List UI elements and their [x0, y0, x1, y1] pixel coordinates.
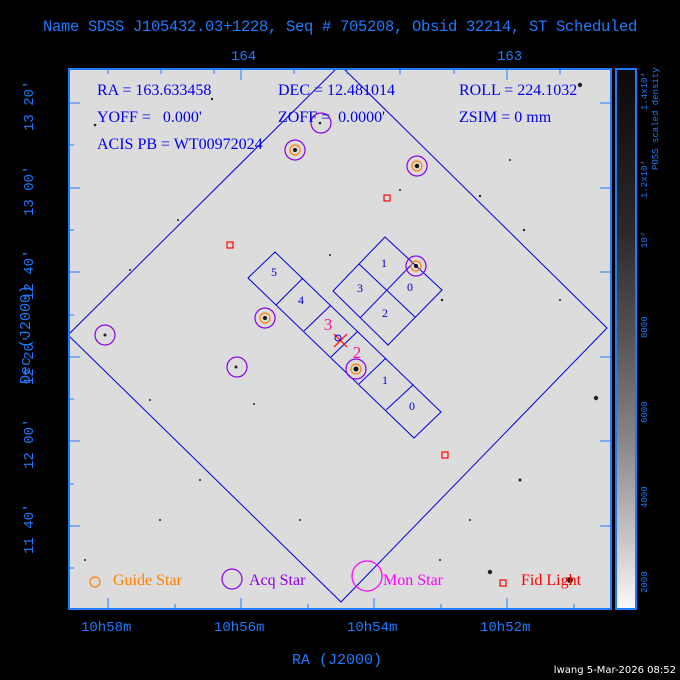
guide-stars — [259, 144, 423, 375]
svg-text:2: 2 — [353, 343, 362, 362]
ra-axis-title: RA (J2000) — [292, 652, 383, 669]
fid-light-legend-icon — [499, 579, 507, 587]
ra-bottom-tick-label: 10h56m — [214, 620, 265, 636]
colorbar — [615, 68, 637, 610]
chip-label-s0: 0 — [409, 399, 415, 413]
chip-label-i0: 0 — [407, 280, 413, 294]
acq-star-legend-icon — [221, 568, 243, 590]
colorbar-tick-label: 10⁴ — [640, 231, 650, 248]
chip-label-s5: 5 — [271, 265, 277, 279]
yoff-readout: YOFF = 0.000' — [97, 109, 202, 126]
ra-top-tick-label: 163 — [497, 49, 523, 65]
chip-label-i3: 3 — [357, 281, 363, 295]
acis-pb-readout: ACIS PB = WT00972024 — [97, 136, 263, 153]
dec-tick-label: 11 40' — [22, 503, 38, 554]
legend-acq-star: Acq Star — [249, 572, 306, 589]
fid-lights — [226, 194, 449, 459]
background-stars — [84, 82, 599, 583]
acq-stars — [94, 112, 428, 380]
legend-mon-star: Mon Star — [383, 572, 443, 589]
legend-guide-star: Guide Star — [113, 572, 182, 589]
chip-label-i2: 2 — [382, 306, 388, 320]
colorbar-tick-label: 6000 — [640, 401, 650, 423]
dec-tick-label: 12 00' — [22, 418, 38, 469]
chip-labels: 1 3 0 2 5 4 1 0 — [271, 256, 415, 413]
sky-image-plot[interactable]: 1 3 0 2 5 4 1 0 3 2 — [68, 68, 612, 610]
ra-readout: RA = 163.633458 — [97, 82, 212, 99]
acis-i-array — [332, 236, 443, 346]
chip-label-i1: 1 — [381, 256, 387, 270]
zoff-readout: ZOFF = 0.0000' — [278, 109, 386, 126]
dec-readout: DEC = 12.481014 — [278, 82, 396, 99]
acis-s-array — [247, 251, 442, 439]
aimpoint-labels: 3 2 — [324, 315, 362, 362]
chip-label-s1: 1 — [382, 373, 388, 387]
ra-top-tick-label: 164 — [231, 49, 257, 65]
svg-text:3: 3 — [324, 315, 333, 334]
colorbar-tick-label: 8000 — [640, 316, 650, 338]
fov-diamond — [70, 70, 608, 603]
bright-stars — [263, 148, 420, 372]
ra-bottom-tick-label: 10h52m — [480, 620, 531, 636]
target-marker-icon — [334, 334, 342, 342]
colorbar-tick-label: 4000 — [640, 486, 650, 508]
mon-star-legend-icon — [351, 560, 383, 592]
guide-star-legend-icon — [89, 576, 101, 588]
dec-axis-title: Dec (J2000) — [18, 284, 35, 384]
roll-readout: ROLL = 224.1032 — [459, 82, 578, 99]
footer-user-timestamp: lwang 5-Mar-2026 08:52 — [553, 665, 676, 676]
aimpoint-cross-icon — [333, 333, 348, 348]
ra-bottom-tick-label: 10h54m — [347, 620, 398, 636]
ra-bottom-tick-label: 10h58m — [81, 620, 132, 636]
zsim-readout: ZSIM = 0 mm — [459, 109, 552, 126]
legend-fid-light: Fid Light — [521, 572, 582, 589]
colorbar-tick-label: 1.2x10⁴ — [640, 160, 650, 198]
axis-ticks — [70, 70, 610, 608]
chip-label-s4: 4 — [298, 293, 304, 307]
colorbar-tick-label: 1.4x10⁴ — [640, 72, 650, 110]
colorbar-title: POSS scaled density — [651, 67, 661, 170]
colorbar-tick-label: 2000 — [640, 571, 650, 593]
field-of-view-overlay: 1 3 0 2 5 4 1 0 3 2 — [70, 70, 610, 608]
dec-tick-label: 13 20' — [22, 80, 38, 131]
dec-tick-label: 13 00' — [22, 165, 38, 216]
plot-title: Name SDSS J105432.03+1228, Seq # 705208,… — [42, 18, 638, 36]
